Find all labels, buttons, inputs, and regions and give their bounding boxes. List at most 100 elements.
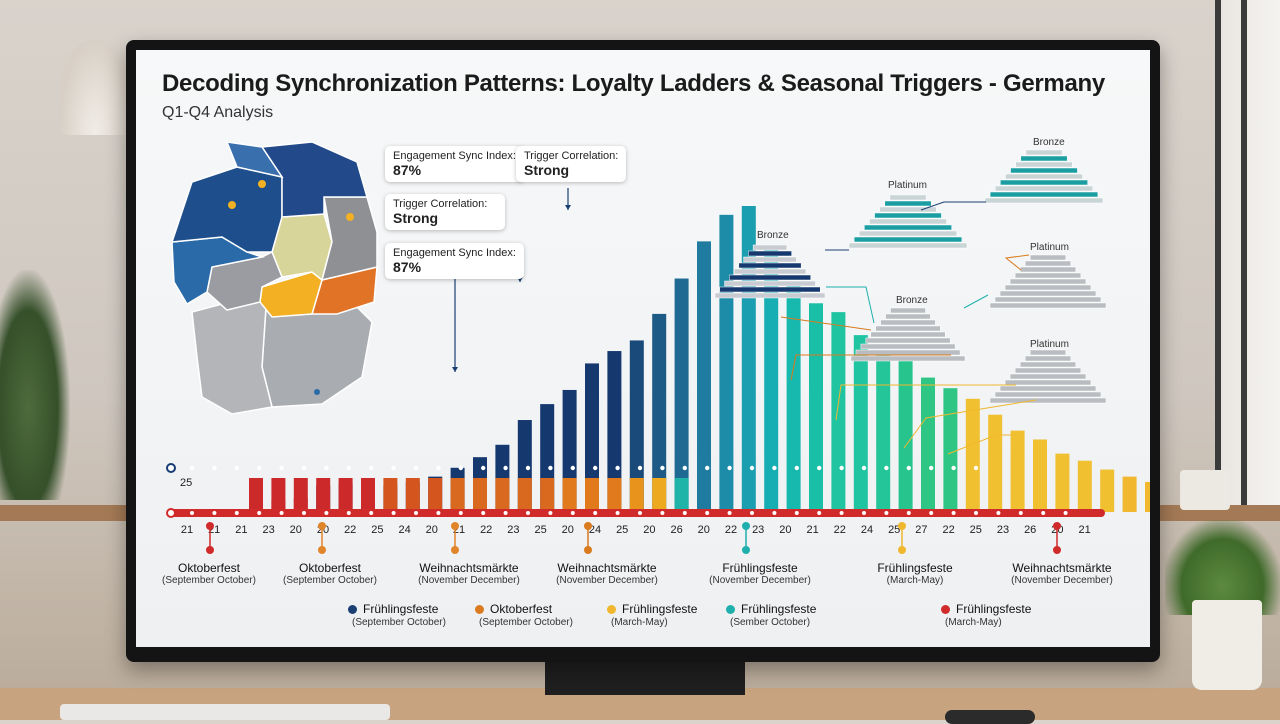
event-range: (September October) [162,575,256,586]
timeline-tick [234,465,239,471]
timeline-tick [189,465,195,471]
ladder-step [884,200,932,207]
timeline-tick [593,465,598,471]
page-title: Decoding Synchronization Patterns: Loyal… [162,70,1105,97]
timeline-tick [682,465,687,471]
germany-map [172,142,378,415]
ladder-connector [963,294,989,309]
event-marker [1053,546,1061,554]
ladder-step [870,331,946,338]
tier-label-platinum-3: Platinum [1030,339,1069,350]
timeline-tick [526,511,530,515]
bar [786,283,801,512]
loyalty-ladder-platinum-2[interactable] [989,254,1107,309]
timeline-tick [346,465,351,471]
ladder-step [994,296,1102,303]
map-region-schleswig-holstein[interactable] [226,142,284,179]
x-tick-label: 26 [670,524,682,536]
bar [1100,469,1115,512]
timeline-tick [414,511,418,515]
event-marker [584,546,592,554]
timeline-tick [750,511,754,515]
callout-label: Trigger Correlation: [524,150,619,162]
event-marker [318,546,326,554]
loyalty-ladder-platinum-1[interactable] [848,194,968,249]
ladder-step [890,307,926,314]
event-range: (November December) [556,575,658,586]
x-tick-label: 25 [534,524,546,536]
map-marker-hamburg[interactable] [258,180,266,188]
timeline-tick [862,511,866,515]
map-region-hessen[interactable] [206,250,283,311]
event-marker [451,546,459,554]
ladder-connector [920,201,986,211]
ladder-step [994,185,1094,192]
event-name: Weihnachtsmärkte [419,561,519,575]
x-tick-label: 23 [262,524,274,536]
loyalty-ladder-platinum-3[interactable] [989,349,1107,404]
timeline-tick [548,511,553,515]
ladder-step [724,280,816,287]
bar [1122,476,1137,512]
x-tick-label: 24 [861,524,873,536]
bar [853,335,868,512]
x-tick-label: 21 [235,524,247,536]
map-marker-munich[interactable] [314,389,320,395]
timeline-tick [503,465,508,471]
tier-label-platinum-2: Platinum [1030,242,1069,253]
ladder-step [989,397,1107,404]
timeline-tick [391,511,396,515]
loyalty-ladder-bronze-2[interactable] [714,244,826,299]
legend-swatch [475,605,484,614]
ladder-connector [835,384,1016,421]
lower-bar [450,478,465,512]
ladder-step [869,218,947,225]
timeline-tick [929,511,934,515]
connector-arrow [452,367,458,372]
timeline-tick [279,511,284,515]
x-tick-label: 24 [589,524,601,536]
event-marker [318,522,326,530]
ladder-step [880,319,936,326]
x-tick-label: 20 [562,524,574,536]
timeline-tick [1041,511,1046,515]
legend-sub: (September October) [352,617,446,628]
map-region-mecklenburg-vorpommern[interactable] [260,142,368,218]
event-marker [206,546,214,554]
timeline-tick [817,511,822,515]
lower-bar [585,478,599,512]
bar [674,278,689,512]
tier-label-platinum-1: Platinum [888,180,927,191]
timeline-tick [996,511,1001,515]
timeline-tick [906,511,911,515]
x-tick-label: 20 [698,524,710,536]
x-tick-label: 20 [779,524,791,536]
loyalty-ladder-bronze-top[interactable] [984,149,1104,204]
map-marker-berlin[interactable] [346,213,354,221]
ladder-step [738,262,802,269]
timeline-tick [660,465,665,471]
callout-value: 87% [393,162,422,178]
timeline-tick [638,511,642,515]
tier-label-bronze-3: Bronze [896,295,928,306]
map-marker-bremen[interactable] [228,201,236,209]
timeline-tick [548,465,553,471]
timeline-tick [436,465,441,471]
timeline-tick [1063,511,1068,515]
ladder-step [1019,266,1077,273]
callout-value: Strong [393,210,439,226]
timeline-tick [257,465,262,471]
lower-bar [562,478,577,512]
event-marker [1053,522,1061,530]
bar [876,354,891,512]
page-subtitle: Q1-Q4 Analysis [162,104,274,121]
x-tick-label: 22 [834,524,846,536]
ladder-step [1029,254,1067,261]
ladder-step [748,250,792,257]
background-shelf-left [0,505,135,521]
ladder-connector [1004,254,1030,271]
bar [921,377,935,512]
loyalty-ladder-bronze-3[interactable] [850,307,966,362]
lower-bar [540,478,555,512]
timeline-tick [637,465,643,471]
